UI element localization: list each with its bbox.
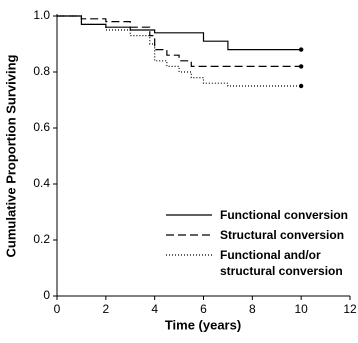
legend: Functional conversion Structural conversi… <box>166 207 356 283</box>
x-axis-title: Time (years) <box>165 317 241 332</box>
survival-curve <box>57 15 302 51</box>
end-marker <box>298 83 304 89</box>
legend-swatch <box>166 254 212 256</box>
y-tick-label: 0.6 <box>33 120 50 134</box>
x-tick-label: 8 <box>249 302 256 316</box>
x-tick-label: 0 <box>54 302 61 316</box>
x-tick-label: 6 <box>200 302 207 316</box>
y-tick-label: 0 <box>43 288 50 302</box>
legend-label: Functional and/or structural conversion <box>220 248 343 278</box>
legend-entry: Structural conversion <box>166 227 356 243</box>
y-tick-label: 0.2 <box>33 232 50 246</box>
legend-swatch <box>166 214 212 216</box>
y-tick-label: 0.4 <box>33 176 50 190</box>
x-tick-label: 4 <box>151 302 158 316</box>
legend-label: Functional conversion <box>220 208 349 222</box>
y-axis-title: Cumulative Proportion Surviving <box>3 54 18 257</box>
x-tick-label: 2 <box>102 302 109 316</box>
survival-curve <box>57 15 302 67</box>
x-tick-label: 12 <box>343 302 357 316</box>
end-marker <box>298 64 304 69</box>
y-tick-label: 1.0 <box>33 8 50 22</box>
legend-label: Structural conversion <box>220 228 345 242</box>
legend-entry: Functional and/or structural conversion <box>166 247 356 279</box>
y-tick-label: 0.8 <box>33 64 50 78</box>
legend-entry: Functional conversion <box>166 207 356 223</box>
x-tick-label: 10 <box>294 302 308 316</box>
legend-swatch <box>166 234 212 236</box>
end-marker <box>298 47 304 52</box>
survival-curve <box>57 15 302 87</box>
